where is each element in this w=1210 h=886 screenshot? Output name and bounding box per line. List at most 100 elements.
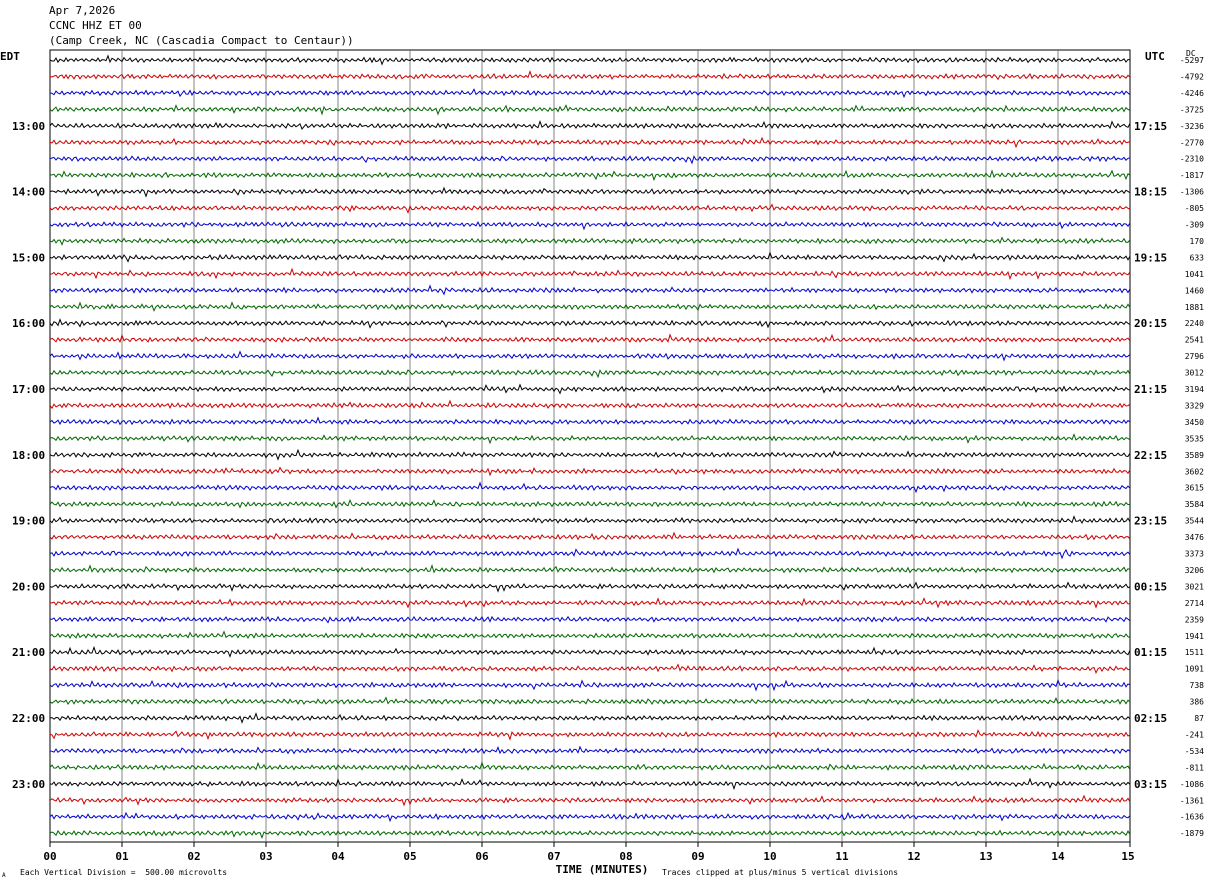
dc-offset-label: -5297 bbox=[1180, 56, 1204, 65]
x-tick-label: 07 bbox=[547, 850, 560, 863]
dc-offset-label: -3725 bbox=[1180, 105, 1204, 114]
utc-hour-label: 02:15 bbox=[1134, 712, 1167, 725]
trace-row bbox=[49, 267, 1131, 281]
dc-offset-label: 2796 bbox=[1185, 352, 1204, 361]
trace-row bbox=[49, 829, 1131, 839]
x-tick-label: 01 bbox=[115, 850, 129, 863]
trace-row bbox=[49, 777, 1131, 791]
dc-offset-label: 3602 bbox=[1185, 467, 1204, 476]
dc-offset-label: 1041 bbox=[1185, 270, 1204, 279]
trace-row bbox=[49, 645, 1131, 658]
trace-row bbox=[49, 169, 1131, 182]
trace-row bbox=[49, 136, 1131, 149]
dc-offset-label: -1817 bbox=[1180, 171, 1204, 180]
trace-row bbox=[49, 448, 1131, 461]
header-location: (Camp Creek, NC (Cascadia Compact to Cen… bbox=[49, 34, 354, 47]
dc-offset-label: 2240 bbox=[1185, 319, 1204, 328]
dc-offset-label: -805 bbox=[1185, 204, 1204, 213]
trace-row bbox=[49, 712, 1131, 724]
utc-hour-label: 00:15 bbox=[1134, 580, 1167, 593]
x-tick-label: 11 bbox=[835, 850, 849, 863]
trace-row bbox=[49, 416, 1131, 426]
clip-note: Traces clipped at plus/minus 5 vertical … bbox=[662, 868, 899, 877]
x-tick-label: 03 bbox=[259, 850, 272, 863]
trace-row bbox=[49, 564, 1131, 574]
trace-row bbox=[49, 811, 1131, 823]
trace-row bbox=[49, 481, 1131, 494]
trace-row bbox=[49, 119, 1131, 130]
trace-row bbox=[49, 333, 1131, 344]
dc-offset-label: 1881 bbox=[1185, 303, 1204, 312]
dc-offset-label: 2541 bbox=[1185, 336, 1204, 345]
trace-row bbox=[49, 383, 1131, 395]
trace-row bbox=[49, 498, 1131, 509]
dc-offset-label: 3012 bbox=[1185, 369, 1204, 378]
utc-hour-label: 18:15 bbox=[1134, 186, 1167, 199]
trace-row bbox=[49, 88, 1131, 99]
dc-offset-label: -1086 bbox=[1180, 780, 1204, 789]
dc-offset-label: 2359 bbox=[1185, 615, 1204, 624]
edt-hour-label: 21:00 bbox=[12, 646, 45, 659]
dc-offset-label: -3236 bbox=[1180, 122, 1204, 131]
scale-note: Each Vertical Division = 500.00 microvol… bbox=[20, 868, 228, 877]
trace-row bbox=[49, 186, 1131, 198]
utc-hour-label: 21:15 bbox=[1134, 383, 1167, 396]
utc-hour-label: 03:15 bbox=[1134, 778, 1167, 791]
trace-row bbox=[49, 69, 1131, 81]
dc-offset-label: -2310 bbox=[1180, 155, 1204, 164]
trace-row bbox=[49, 794, 1131, 807]
dc-offset-label: 633 bbox=[1190, 253, 1205, 262]
utc-hour-label: 01:15 bbox=[1134, 646, 1167, 659]
trace-row bbox=[49, 761, 1131, 771]
dc-offset-label: -4246 bbox=[1180, 89, 1204, 98]
edt-hour-label: 19:00 bbox=[12, 515, 45, 528]
utc-zone-label: UTC bbox=[1145, 50, 1165, 63]
dc-offset-label: 3450 bbox=[1185, 418, 1204, 427]
dc-offset-label: 3544 bbox=[1185, 517, 1204, 526]
trace-row bbox=[49, 615, 1131, 624]
trace-row bbox=[49, 466, 1131, 477]
x-tick-label: 02 bbox=[187, 850, 200, 863]
trace-row bbox=[49, 350, 1131, 362]
dc-offset-label: -811 bbox=[1185, 763, 1204, 772]
x-tick-label: 09 bbox=[691, 850, 704, 863]
trace-row bbox=[49, 251, 1131, 263]
trace-row bbox=[49, 236, 1131, 246]
trace-row bbox=[49, 54, 1131, 66]
edt-hour-label: 23:00 bbox=[12, 778, 45, 791]
dc-offset-label: 386 bbox=[1190, 698, 1205, 707]
dc-offset-label: 3021 bbox=[1185, 582, 1204, 591]
x-tick-label: 04 bbox=[331, 850, 345, 863]
edt-hour-label: 14:00 bbox=[12, 186, 45, 199]
dc-offset-label: 3329 bbox=[1185, 401, 1204, 410]
dc-offset-label: 3584 bbox=[1185, 500, 1204, 509]
x-tick-label: 06 bbox=[475, 850, 489, 863]
utc-hour-label: 17:15 bbox=[1134, 120, 1167, 133]
dc-offset-label: 1460 bbox=[1185, 286, 1204, 295]
trace-row bbox=[49, 663, 1131, 674]
dc-offset-label: 1511 bbox=[1185, 648, 1204, 657]
dc-offset-label: -1306 bbox=[1180, 188, 1204, 197]
trace-row bbox=[49, 531, 1131, 541]
utc-hour-label: 22:15 bbox=[1134, 449, 1167, 462]
utc-hour-label: 19:15 bbox=[1134, 251, 1167, 264]
dc-offset-label: 1091 bbox=[1185, 665, 1204, 674]
dc-offset-label: 3373 bbox=[1185, 550, 1204, 559]
trace-row bbox=[49, 678, 1131, 692]
trace-row bbox=[49, 515, 1131, 525]
dc-offset-label: 3476 bbox=[1185, 533, 1204, 542]
dc-offset-label: -4792 bbox=[1180, 72, 1204, 81]
x-tick-label: 10 bbox=[763, 850, 776, 863]
edt-hour-label: 20:00 bbox=[12, 580, 45, 593]
trace-row bbox=[49, 433, 1131, 445]
edt-hour-label: 15:00 bbox=[12, 251, 45, 264]
x-tick-label: 15 bbox=[1121, 850, 1134, 863]
x-tick-label: 13 bbox=[979, 850, 992, 863]
dc-offset-label: -1879 bbox=[1180, 829, 1204, 838]
trace-row bbox=[49, 284, 1131, 296]
dc-offset-label: 3535 bbox=[1185, 434, 1204, 443]
trace-row bbox=[49, 745, 1131, 755]
dc-offset-label: 1941 bbox=[1185, 632, 1204, 641]
x-tick-label: 12 bbox=[907, 850, 920, 863]
